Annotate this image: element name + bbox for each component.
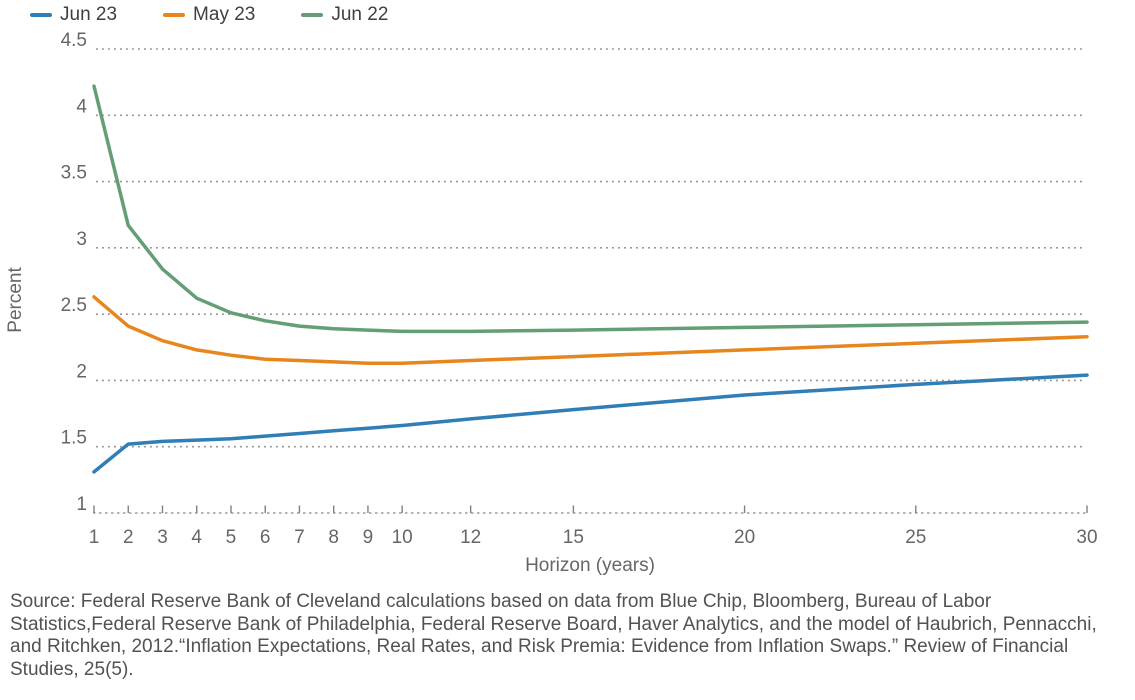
legend-item-jun-22: Jun 22 (301, 4, 388, 26)
series-line-may-23 (92, 295, 1089, 365)
y-tick-label-2: 2 (76, 361, 87, 382)
x-axis-title: Horizon (years) (525, 555, 655, 576)
x-axis (93, 505, 1088, 514)
y-tick-label-4: 4 (76, 96, 87, 117)
chart-legend: Jun 23 May 23 Jun 22 (30, 4, 388, 26)
legend-swatch-icon (30, 13, 52, 17)
x-tick-label-30: 30 (1076, 527, 1097, 548)
legend-swatch-icon (301, 13, 324, 17)
series-line-jun-23 (92, 373, 1089, 474)
source-line: and Ritchken, 2012.“Inflation Expectatio… (10, 636, 1069, 657)
x-tick-label-8: 8 (328, 527, 339, 548)
y-tick-label-1.5: 1.5 (61, 428, 87, 449)
gridlines (96, 48, 1085, 448)
source-line: Source: Federal Reserve Bank of Clevelan… (10, 591, 992, 612)
x-tick-label-15: 15 (563, 527, 584, 548)
legend-item-may-23: May 23 (163, 4, 255, 26)
series-lines (92, 84, 1089, 474)
source-line: Studies, 25(5). (10, 658, 134, 680)
x-tick-label-5: 5 (226, 527, 237, 548)
legend-label: Jun 22 (331, 4, 389, 25)
x-tick-label-9: 9 (363, 527, 374, 548)
series-line-jun-22 (92, 84, 1089, 334)
y-tick-label-3.5: 3.5 (61, 163, 87, 184)
y-tick-label-4.5: 4.5 (61, 30, 87, 51)
x-tick-label-3: 3 (157, 527, 168, 548)
x-tick-label-10: 10 (392, 527, 413, 548)
source-line: Statistics,Federal Reserve Bank of Phila… (10, 613, 1097, 635)
x-tick-label-20: 20 (734, 527, 755, 548)
legend-swatch-icon (163, 13, 186, 17)
x-tick-label-2: 2 (123, 527, 134, 548)
x-tick-label-1: 1 (89, 527, 100, 548)
y-axis-tick-labels: 1 1.5 2 2.5 3 3.5 4 4.5 (61, 30, 88, 515)
y-tick-label-1: 1 (76, 494, 87, 515)
source-note: Source: Federal Reserve Bank of Clevelan… (10, 591, 1130, 681)
y-tick-label-3: 3 (76, 229, 87, 250)
x-tick-label-7: 7 (294, 527, 305, 548)
y-tick-label-2.5: 2.5 (61, 295, 87, 316)
x-tick-label-6: 6 (260, 527, 271, 548)
x-axis-tick-labels: 1 2 3 4 5 6 7 8 9 10 12 15 20 25 30 (89, 527, 1098, 548)
y-axis-title: Percent (5, 267, 26, 333)
legend-item-jun-23: Jun 23 (30, 4, 117, 26)
legend-label: May 23 (193, 4, 256, 25)
x-tick-label-25: 25 (905, 527, 926, 548)
legend-label: Jun 23 (60, 4, 118, 25)
x-tick-label-12: 12 (460, 527, 481, 548)
x-tick-label-4: 4 (191, 527, 202, 548)
chart-canvas: 11.522.533.544.5 1 2 3 4 5 6 7 8 9 10 12 15 20 25 30 P… (5, 30, 1098, 576)
